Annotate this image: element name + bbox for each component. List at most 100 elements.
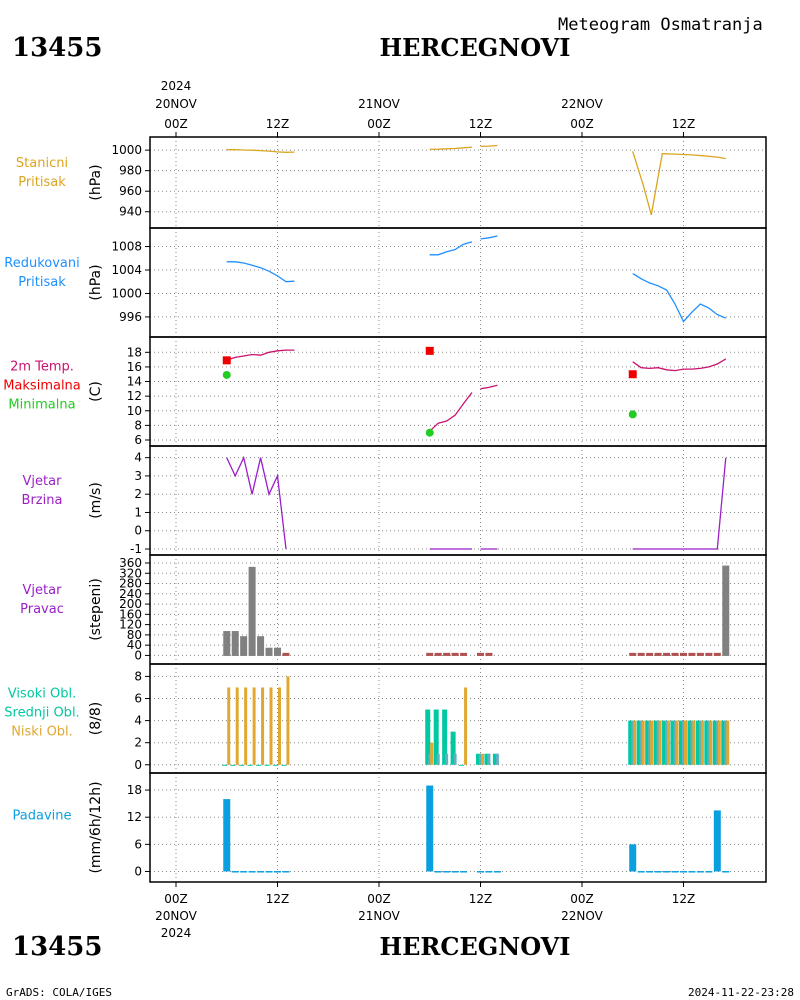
wind-direction-bar: [460, 652, 468, 656]
y-tick-label: 1000: [111, 143, 142, 157]
top-date-label: 21NOV: [358, 97, 400, 111]
cloud-bar: [715, 720, 719, 765]
panel-label-line: Vjetar: [23, 583, 63, 598]
y-tick-label: 160: [119, 607, 142, 621]
panel-wind-speed: -1 0 1 2 3 4 (m/s) Vjetar Brzina: [22, 445, 767, 556]
y-tick-label: 360: [119, 556, 142, 570]
precip-bar: [722, 871, 730, 873]
cloud-bar: [631, 720, 635, 765]
cloud-bar: [464, 687, 468, 765]
series-line: [429, 392, 473, 432]
top-hour12-label: 12Z: [266, 117, 290, 131]
y-tick-label: 120: [119, 618, 142, 632]
bottom-date-label: 22NOV: [561, 909, 603, 923]
cloud-bar: [264, 764, 270, 766]
footer-left: GrADS: COLA/IGES: [6, 986, 112, 999]
series-line: [480, 235, 498, 240]
cloud-bar: [683, 720, 687, 765]
panel-clouds: 0 2 4 6 8 (8/8) Visoki Obl. Srednji Obl. Niski O…: [4, 663, 767, 774]
y-tick-label: 980: [119, 164, 142, 178]
cloud-bar: [428, 753, 432, 765]
series-line: [632, 358, 727, 372]
y-tick-label: 280: [119, 577, 142, 591]
cloud-bar: [673, 720, 677, 765]
y-tick-label: 18: [127, 783, 142, 797]
precip-bar: [654, 871, 662, 873]
y-tick-label: 40: [127, 638, 142, 652]
cloud-bar: [425, 709, 431, 765]
y-tick-label: 10: [127, 404, 142, 418]
y-tick-label: 1008: [111, 240, 142, 254]
cloud-bar: [247, 764, 253, 766]
panel-label-line: Vjetar: [23, 474, 63, 489]
cloud-bar: [430, 742, 434, 765]
top-hour0-label: 00Z: [164, 117, 188, 131]
station-id-bottom: 13455: [12, 932, 102, 962]
cloud-bar: [244, 687, 248, 765]
cloud-bar: [269, 687, 273, 765]
wind-direction-bar: [240, 636, 248, 656]
y-axis-label: (C): [88, 381, 104, 402]
series-line: [429, 241, 473, 256]
bottom-date-label: 21NOV: [358, 909, 400, 923]
cloud-bar: [656, 720, 660, 765]
precip-bar: [671, 871, 679, 873]
y-tick-label: 16: [127, 360, 142, 374]
series-line: [632, 272, 727, 323]
bottom-hour0-label: 00Z: [367, 892, 391, 906]
panels: 9409609801000(hPa)StanicniPritisak996100…: [3, 136, 767, 883]
cloud-bar: [678, 720, 684, 765]
panel-label-line: 2m Temp.: [10, 360, 74, 375]
series-line: [226, 455, 287, 550]
cloud-bar: [662, 720, 668, 765]
tmax-marker: [628, 370, 637, 379]
panel-precipitation: 0 6 12 18 (mm/6h/12h) Padavine: [13, 772, 767, 883]
wind-direction-bar: [248, 566, 256, 656]
cloud-bar: [261, 687, 265, 765]
precip-bar: [493, 871, 501, 873]
panel-station-pressure: 940 960 980 1000 (hPa) Stanicni Pritisak: [16, 136, 767, 229]
top-hour0-label: 00Z: [367, 117, 391, 131]
footer-right: 2024-11-22-23:28: [688, 986, 794, 999]
y-tick-label: 996: [119, 310, 142, 324]
y-tick-label: 200: [119, 597, 142, 611]
precip-bar: [240, 871, 248, 873]
precip-bar: [265, 871, 273, 873]
cloud-bar: [256, 764, 262, 766]
y-tick-label: 18: [127, 345, 142, 359]
y-tick-label: 0: [134, 758, 142, 772]
wind-direction-bar: [282, 652, 290, 656]
cloud-bar: [667, 720, 671, 765]
cloud-bar: [700, 720, 704, 765]
panel-label-line: Pravac: [20, 602, 64, 617]
panel-label-line: Minimalna: [8, 398, 75, 413]
precip-bar: [688, 871, 696, 873]
cloud-bar: [227, 687, 231, 765]
cloud-bar: [480, 753, 484, 765]
bottom-date-label: 20NOV: [155, 909, 197, 923]
y-tick-label: 14: [127, 375, 142, 389]
cloud-bar: [681, 720, 685, 765]
cloud-bar: [433, 709, 439, 765]
panel-frame: [149, 336, 767, 447]
cloud-bar: [230, 764, 236, 766]
cloud-bar: [695, 720, 701, 765]
tmax-marker: [222, 356, 231, 365]
cloud-bar: [698, 720, 702, 765]
y-tick-label: 4: [134, 451, 142, 465]
precip-bar: [637, 871, 645, 873]
y-tick-label: 3: [134, 469, 142, 483]
wind-direction-bar: [688, 652, 696, 656]
precip-bar: [248, 871, 256, 873]
wind-direction-bar: [231, 631, 239, 656]
wind-direction-bar: [671, 652, 679, 656]
series-line: [480, 384, 498, 390]
panel-label-line: Visoki Obl.: [8, 687, 76, 702]
cloud-bar: [272, 764, 278, 766]
cloud-bar: [277, 687, 281, 765]
wind-direction-bar: [646, 652, 654, 656]
cloud-bar: [484, 753, 490, 765]
cloud-bar: [658, 720, 662, 765]
precip-bar: [223, 799, 231, 872]
precip-bar: [713, 810, 721, 872]
